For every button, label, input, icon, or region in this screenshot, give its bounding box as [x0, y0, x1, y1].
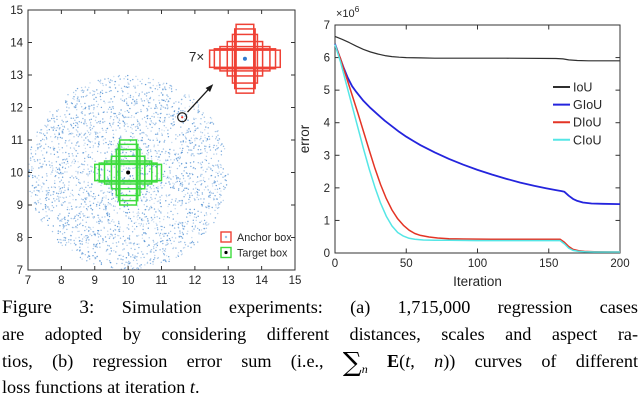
svg-text:10: 10	[122, 275, 135, 287]
svg-text:Anchor box: Anchor box	[237, 232, 292, 244]
svg-text:5: 5	[324, 85, 330, 97]
legend-b: IoU GIoU DIoU CIoU	[553, 81, 602, 147]
target-box-cluster	[94, 139, 163, 206]
caption-line: tios, (b) regression error sum (i.e., ∑n…	[2, 347, 639, 378]
svg-text:15: 15	[10, 5, 23, 17]
svg-text:IoU: IoU	[573, 81, 592, 95]
axes-b: 0 50 100 150 200 0 1 2 3 4 5 6 7	[324, 20, 630, 270]
series-ciou	[334, 44, 620, 253]
simulation-scatter-plot-a: 7× 7 8 9 10 11 12 13 14 15 7 8 9 10 11 12 13 14 15 Anchor b…	[10, 5, 301, 287]
svg-text:Target box: Target box	[237, 248, 288, 260]
svg-text:11: 11	[11, 135, 23, 147]
series-giou	[334, 43, 621, 205]
svg-text:10: 10	[10, 168, 23, 180]
svg-text:DIoU: DIoU	[573, 116, 601, 130]
svg-text:12: 12	[10, 103, 23, 115]
svg-text:7: 7	[17, 265, 23, 277]
svg-text:14: 14	[10, 38, 23, 50]
error-curves-plot-b: 0 50 100 150 200 0 1 2 3 4 5 6 7 ×106 Iteration error Io…	[297, 4, 630, 289]
series-diou	[334, 44, 621, 253]
y-axis-label: error	[297, 124, 312, 153]
sample-point-annotation	[177, 84, 214, 123]
svg-text:11: 11	[156, 275, 168, 287]
svg-text:13: 13	[10, 70, 23, 82]
svg-text:2: 2	[324, 183, 330, 195]
figure-plots-row: 7× 7 8 9 10 11 12 13 14 15 7 8 9 10 11 12 13 14 15 Anchor b…	[10, 4, 630, 289]
svg-text:6: 6	[324, 53, 330, 65]
svg-text:GIoU: GIoU	[573, 98, 602, 112]
svg-text:1: 1	[324, 215, 330, 227]
caption-line: Figure 3: Simulation experiments: (a) 1,…	[2, 297, 639, 318]
axes-a: 7 8 9 10 11 12 13 14 15 7 8 9 10 11 12 13 14 15	[10, 5, 301, 287]
figure-caption: Figure 3: Simulation experiments: (a) 1,…	[0, 291, 640, 401]
svg-text:12: 12	[188, 275, 201, 287]
caption-line: loss functions at iteration t.	[2, 377, 200, 398]
x-axis-label: Iteration	[453, 274, 502, 289]
legend-a: Anchor box Target box	[220, 231, 292, 260]
caption-line: are adopted by considering different dis…	[2, 324, 638, 345]
svg-text:50: 50	[400, 258, 413, 270]
series-iou	[334, 35, 620, 62]
svg-text:200: 200	[610, 258, 629, 270]
svg-text:8: 8	[58, 275, 64, 287]
svg-text:15: 15	[289, 275, 302, 287]
svg-text:100: 100	[468, 258, 487, 270]
anchor-count-label: 7×	[189, 49, 204, 64]
svg-text:3: 3	[324, 150, 330, 162]
scatter-point-cloud	[28, 74, 229, 271]
svg-text:0: 0	[324, 248, 330, 260]
svg-text:0: 0	[332, 258, 338, 270]
svg-text:7: 7	[324, 20, 330, 32]
svg-text:13: 13	[222, 275, 235, 287]
anchor-box-cluster	[208, 23, 282, 94]
svg-text:9: 9	[17, 200, 23, 212]
svg-text:150: 150	[539, 258, 558, 270]
svg-text:4: 4	[324, 118, 331, 130]
svg-text:9: 9	[92, 275, 98, 287]
y-axis-multiplier: ×106	[336, 4, 360, 20]
svg-text:7: 7	[25, 275, 31, 287]
svg-text:CIoU: CIoU	[573, 133, 601, 147]
svg-text:8: 8	[17, 233, 23, 245]
svg-text:14: 14	[255, 275, 268, 287]
